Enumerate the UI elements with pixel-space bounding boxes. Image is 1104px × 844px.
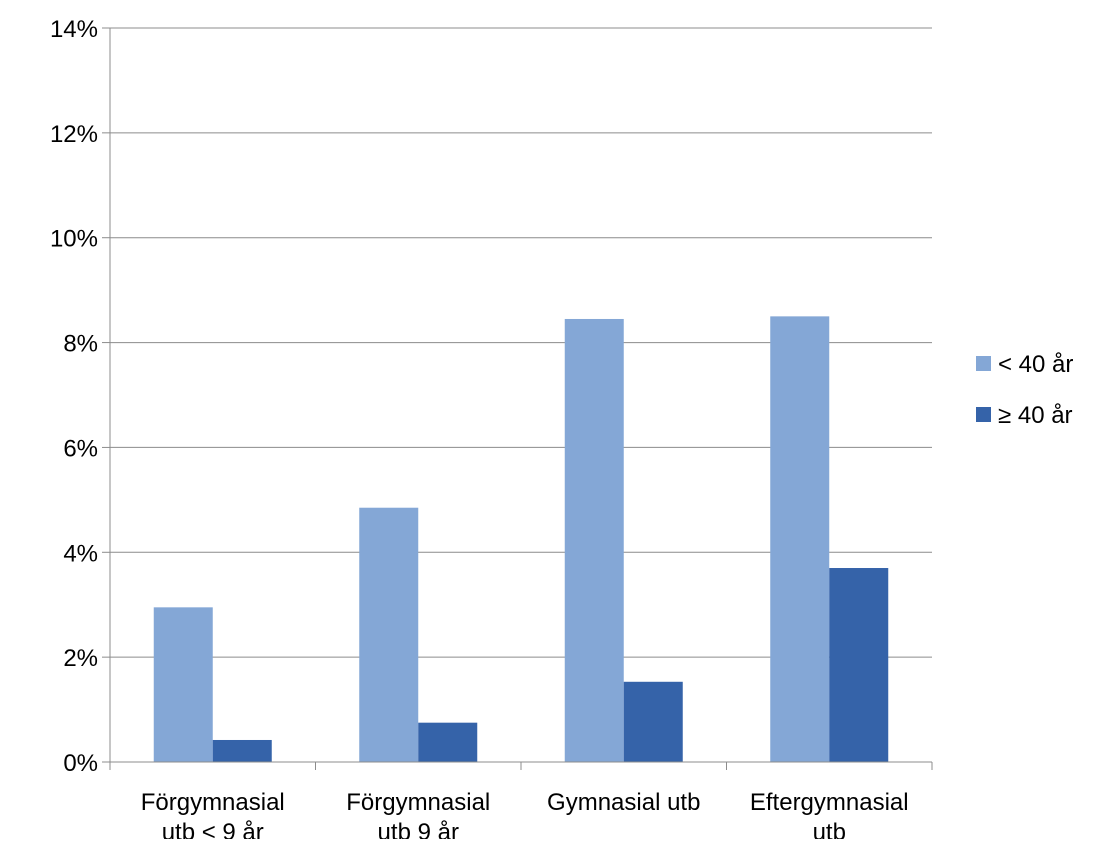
y-tick-label: 0% xyxy=(63,750,98,777)
y-tick-label: 2% xyxy=(63,645,98,672)
axes: 0% 2% 4% 6% 8% 10% 12% 14% Förgymnasial utb < 9 å… xyxy=(50,16,933,844)
y-tick-label: 12% xyxy=(50,121,98,148)
bar-under-40-0 xyxy=(153,607,213,762)
bars xyxy=(153,316,889,762)
y-tick-label: 4% xyxy=(63,540,98,567)
x-category-label: Förgymnasial utb 9 år xyxy=(346,789,490,839)
y-tick-label: 10% xyxy=(50,226,98,253)
bar-under-40-2 xyxy=(564,318,624,762)
bar-over-40-1 xyxy=(418,722,478,762)
y-tick-label: 6% xyxy=(63,435,98,462)
y-tick-label: 8% xyxy=(63,331,98,358)
legend-swatch xyxy=(976,407,991,422)
legend: < 40 år ≥ 40 år xyxy=(976,351,1073,429)
bar-under-40-3 xyxy=(770,316,830,762)
bar-over-40-2 xyxy=(623,681,683,762)
bar-over-40-3 xyxy=(829,568,889,762)
x-category-label: Gymnasial utb xyxy=(547,789,700,816)
bar-over-40-0 xyxy=(212,739,272,762)
x-category-label: Förgymnasial utb < 9 år xyxy=(141,789,285,839)
x-category-label: Eftergymnasial utb xyxy=(750,789,909,839)
legend-label: < 40 år xyxy=(998,351,1073,378)
gridlines xyxy=(110,27,932,658)
bar-under-40-1 xyxy=(359,507,419,762)
legend-label: ≥ 40 år xyxy=(998,402,1073,429)
legend-swatch xyxy=(976,356,991,371)
y-tick-label: 14% xyxy=(50,16,98,43)
